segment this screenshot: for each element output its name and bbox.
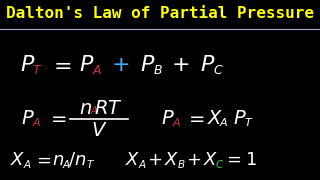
Text: $A$: $A$ — [92, 64, 102, 76]
Text: $=$: $=$ — [47, 109, 67, 127]
Text: $+$: $+$ — [148, 151, 163, 169]
Text: $A$: $A$ — [172, 116, 182, 128]
Text: $A$: $A$ — [32, 116, 42, 128]
Text: $B$: $B$ — [177, 158, 185, 170]
Text: $RT$: $RT$ — [94, 98, 122, 118]
Text: $A$: $A$ — [90, 104, 98, 116]
Text: $P$: $P$ — [20, 55, 36, 75]
Text: $T$: $T$ — [32, 64, 42, 76]
Text: $A$: $A$ — [61, 158, 70, 170]
Text: Dalton's Law of Partial Pressure: Dalton's Law of Partial Pressure — [6, 6, 314, 21]
Text: $+$: $+$ — [111, 55, 129, 75]
Text: $V$: $V$ — [91, 120, 107, 140]
Text: $=$: $=$ — [185, 109, 205, 127]
Text: $A$: $A$ — [22, 158, 31, 170]
Text: $P$: $P$ — [21, 109, 35, 127]
Text: $/n$: $/n$ — [68, 151, 86, 169]
Text: $C$: $C$ — [213, 64, 223, 76]
Text: $+$: $+$ — [171, 55, 189, 75]
Text: $A$: $A$ — [138, 158, 147, 170]
Text: $X$: $X$ — [203, 151, 219, 169]
Text: $P$: $P$ — [140, 55, 156, 75]
Text: $X$: $X$ — [125, 151, 141, 169]
Text: $X$: $X$ — [207, 109, 223, 127]
Text: $T$: $T$ — [244, 116, 254, 128]
Text: $= 1$: $= 1$ — [223, 151, 257, 169]
Text: $P$: $P$ — [200, 55, 216, 75]
Text: $=$: $=$ — [33, 151, 51, 169]
Text: $B$: $B$ — [153, 64, 163, 76]
Text: $T$: $T$ — [86, 158, 95, 170]
Text: $A$: $A$ — [219, 116, 229, 128]
Text: $n$: $n$ — [79, 98, 92, 118]
Text: $P$: $P$ — [233, 109, 247, 127]
Text: $n$: $n$ — [52, 151, 64, 169]
Text: $P$: $P$ — [79, 55, 95, 75]
Text: $+$: $+$ — [187, 151, 202, 169]
Text: $X$: $X$ — [164, 151, 180, 169]
Text: $C$: $C$ — [215, 158, 225, 170]
Text: $X$: $X$ — [10, 151, 26, 169]
Text: $=$: $=$ — [49, 55, 71, 75]
Text: $P$: $P$ — [161, 109, 175, 127]
